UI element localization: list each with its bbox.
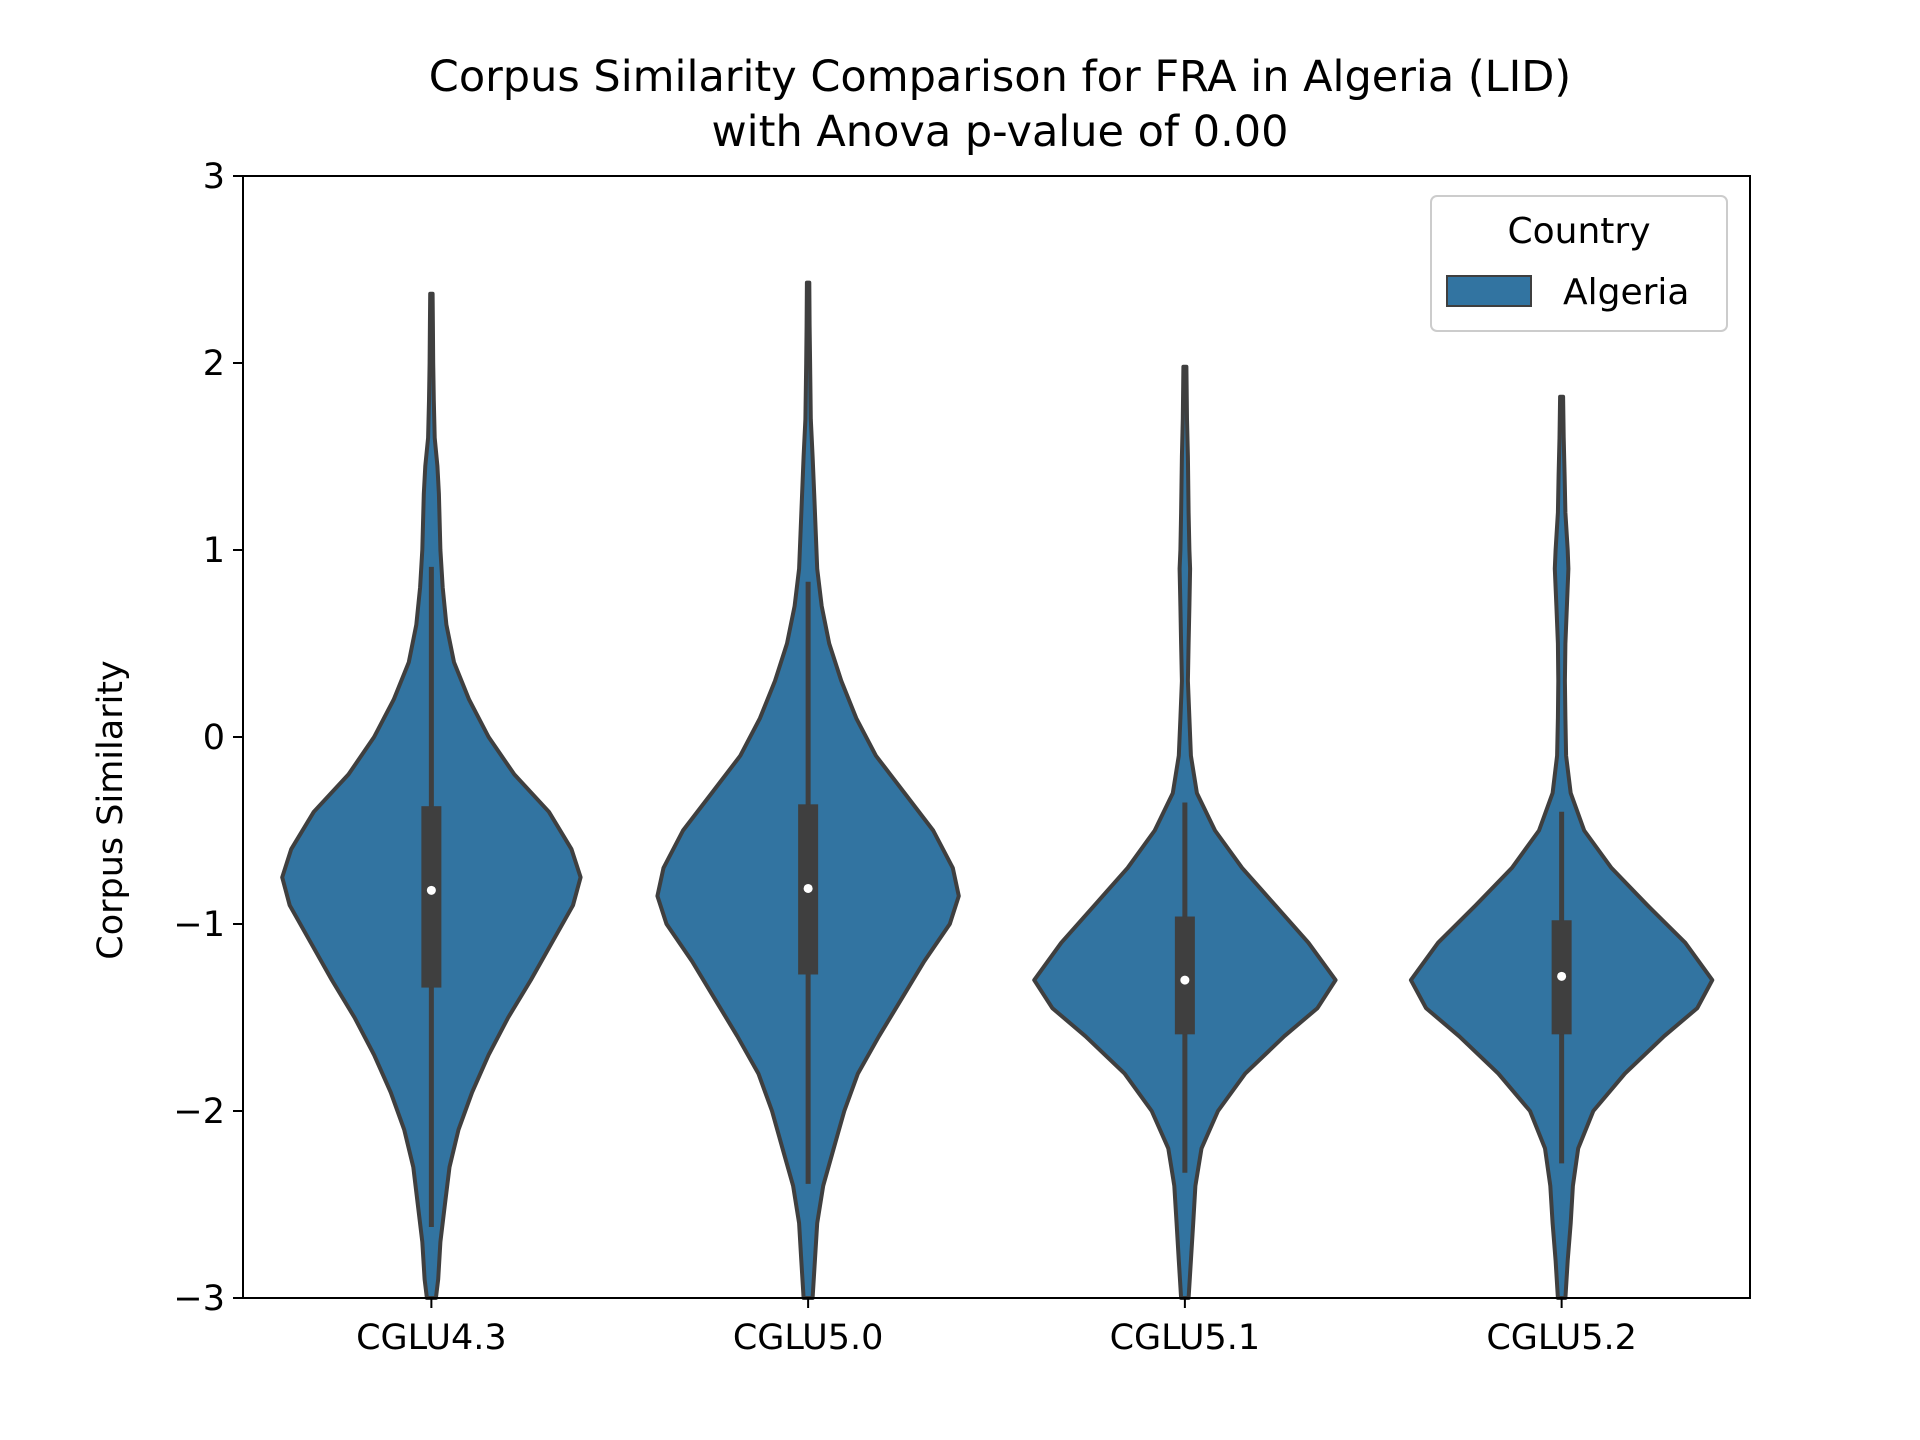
violin-1-median	[426, 885, 436, 895]
legend-swatch-algeria	[1446, 275, 1532, 307]
violin-4-median	[1557, 971, 1567, 981]
violin-3-iqr-box	[1174, 916, 1195, 1035]
y-tick-label-3: 0	[203, 718, 225, 758]
x-tick-label-1: CGLU4.3	[356, 1318, 507, 1358]
violin-3-median	[1180, 975, 1190, 985]
violin-1-iqr-box	[421, 806, 442, 988]
chart-title-line1: Corpus Similarity Comparison for FRA in …	[429, 52, 1571, 102]
legend: Country Algeria	[1430, 195, 1728, 332]
y-tick-label-4: 1	[203, 531, 225, 571]
x-tick-label-3: CGLU5.1	[1110, 1318, 1261, 1358]
x-tick-label-4: CGLU5.2	[1486, 1318, 1637, 1358]
y-axis-label: Corpus Similarity	[91, 660, 131, 959]
y-tick-label-1: −2	[173, 1092, 225, 1132]
y-tick-label-6: 3	[203, 157, 225, 197]
chart-title-line2: with Anova p-value of 0.00	[712, 107, 1289, 157]
plot-area	[280, 280, 1715, 1300]
y-tick-label-5: 2	[203, 344, 225, 384]
violin-2-median	[803, 883, 813, 893]
legend-label-algeria: Algeria	[1563, 272, 1690, 313]
y-tick-label-0: −3	[173, 1279, 225, 1319]
legend-title: Country	[1507, 211, 1650, 252]
x-tick-label-2: CGLU5.0	[733, 1318, 884, 1358]
y-tick-label-2: −1	[173, 905, 225, 945]
